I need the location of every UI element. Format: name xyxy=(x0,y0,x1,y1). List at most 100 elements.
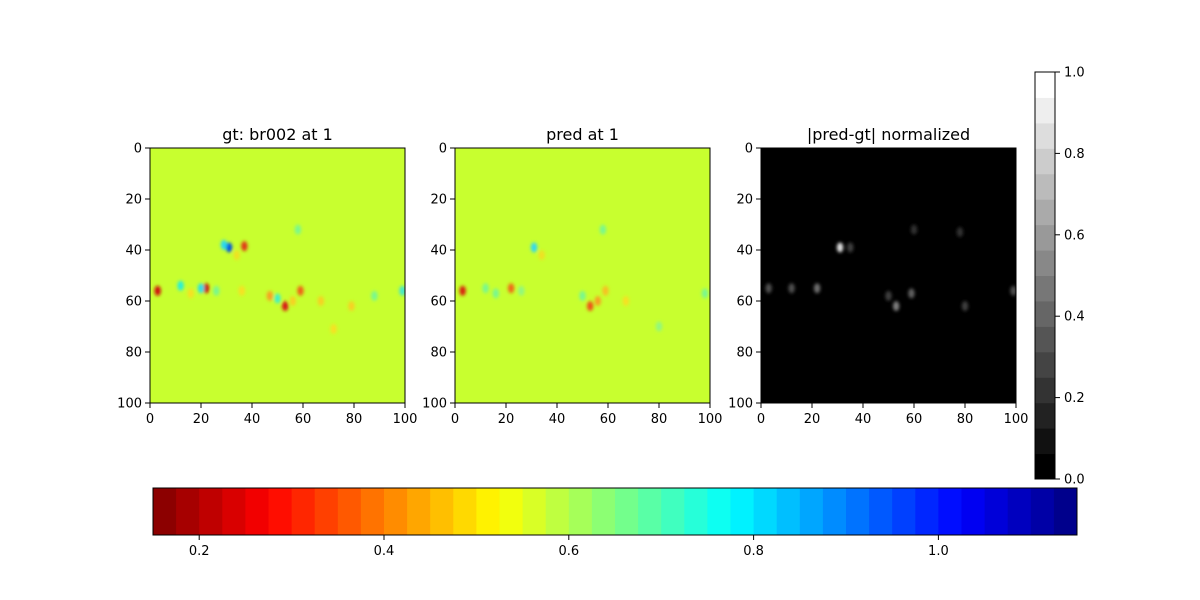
colorbar-level xyxy=(199,488,223,535)
colorbar-tick-label: 0.6 xyxy=(1064,228,1085,243)
axes-frame xyxy=(149,147,406,404)
colorbar-level xyxy=(1035,72,1055,98)
heatmap-panel-pred: pred at 1 0 20 40 60 80 100 0 20 40 60 80 100 xyxy=(422,125,722,427)
axes-frame xyxy=(760,147,1017,404)
heatmap-blob xyxy=(599,224,607,235)
x-tick-label: 100 xyxy=(698,412,723,427)
axes-frame xyxy=(454,147,711,404)
colorbar-tick-label: 0.4 xyxy=(374,544,395,559)
heatmap-blob xyxy=(241,241,248,252)
colorbar-level xyxy=(684,488,708,535)
y-tick-label: 60 xyxy=(736,295,753,310)
x-tick-label: 20 xyxy=(498,412,515,427)
colorbar-level xyxy=(314,488,339,535)
y-tick-label: 100 xyxy=(117,397,142,412)
colorbar-level xyxy=(1053,488,1078,535)
y-tick-label: 80 xyxy=(125,346,142,361)
colorbar-tick-label: 0.8 xyxy=(1064,147,1085,162)
colorbar-level xyxy=(1035,97,1055,124)
colorbar-level xyxy=(1035,300,1055,327)
colorbar-level xyxy=(176,488,200,535)
colorbar-tick-label: 0.6 xyxy=(558,544,579,559)
colorbar-level xyxy=(938,488,962,535)
colorbar-level xyxy=(984,488,1009,535)
heatmap-background xyxy=(761,148,1016,403)
heatmap-blob xyxy=(538,250,545,261)
heatmap-blob xyxy=(317,296,325,306)
y-tick-label: 0 xyxy=(745,142,753,157)
heatmap-blob xyxy=(187,288,194,299)
colorbar-level xyxy=(476,488,500,535)
colorbar-level xyxy=(568,488,593,535)
heatmap-blob xyxy=(213,285,220,296)
heatmap-blob xyxy=(518,285,525,296)
heatmap-blob xyxy=(765,283,772,294)
y-tick-label: 80 xyxy=(430,346,447,361)
colorbar-level xyxy=(384,488,408,535)
colorbar-tick-label: 0.2 xyxy=(1064,391,1085,406)
heatmap-blob xyxy=(289,296,296,306)
heatmap-blob xyxy=(238,285,245,296)
colorbar-level xyxy=(1035,377,1055,404)
heatmap-blob xyxy=(594,296,601,306)
colorbar-level xyxy=(799,488,824,535)
colorbar-level xyxy=(1035,428,1055,455)
y-tick-label: 40 xyxy=(736,244,753,259)
y-tick-label: 60 xyxy=(430,295,447,310)
heatmap-blob xyxy=(847,242,854,253)
x-tick-label: 100 xyxy=(1004,412,1029,427)
colorbar-level xyxy=(499,488,524,535)
heatmap-blob xyxy=(655,321,663,332)
y-tick-label: 100 xyxy=(728,397,753,412)
heatmap-blob xyxy=(956,227,964,238)
colorbar-level xyxy=(1035,326,1055,353)
heatmap-blob xyxy=(482,283,489,294)
colorbar-level xyxy=(1035,122,1055,149)
heatmap-blob xyxy=(586,301,594,312)
colorbar-tick-label: 0.2 xyxy=(189,544,210,559)
y-tick-label: 40 xyxy=(430,244,447,259)
heatmap-blob xyxy=(266,290,274,301)
heatmap-blobs xyxy=(154,224,405,335)
heatmap-blob xyxy=(459,285,466,296)
y-tick-label: 0 xyxy=(439,142,447,157)
heatmap-blob xyxy=(530,242,538,253)
x-tick-label: 60 xyxy=(295,412,312,427)
colorbar-level xyxy=(591,488,616,535)
heatmap-blob xyxy=(813,283,821,294)
heatmap-blob xyxy=(274,293,281,304)
colorbar-level xyxy=(545,488,570,535)
heatmap-blob xyxy=(701,288,709,299)
heatmap-blob xyxy=(297,285,304,296)
y-tick-label: 20 xyxy=(736,193,753,208)
colorbar-level xyxy=(753,488,778,535)
heatmap-blob xyxy=(220,239,228,250)
colorbar-level xyxy=(1035,199,1055,226)
y-tick-label: 20 xyxy=(125,193,142,208)
heatmap-blob xyxy=(492,288,499,299)
colorbar-level xyxy=(1035,275,1055,302)
x-tick-label: 20 xyxy=(193,412,210,427)
x-tick-label: 0 xyxy=(757,412,765,427)
axis-ticks: 0 20 40 60 80 100 0 20 40 60 80 100 xyxy=(728,142,1028,428)
heatmap-blob xyxy=(622,296,630,306)
colorbar-level xyxy=(661,488,685,535)
y-tick-label: 60 xyxy=(125,295,142,310)
x-tick-label: 0 xyxy=(146,412,154,427)
colorbar-level xyxy=(268,488,293,535)
colorbar-level xyxy=(822,488,847,535)
colorbar-level xyxy=(869,488,893,535)
colorbar-level xyxy=(892,488,916,535)
colorbar-level xyxy=(1035,351,1055,378)
axis-ticks: 0 20 40 60 80 100 0 20 40 60 80 100 xyxy=(422,142,722,428)
heatmap-blob xyxy=(197,283,205,294)
colorbar-level xyxy=(776,488,801,535)
colorbar-level xyxy=(638,488,662,535)
colorbar-level xyxy=(522,488,547,535)
heatmap-background xyxy=(150,148,405,403)
colorbar-frame xyxy=(1034,71,1056,480)
heatmap-blob xyxy=(371,290,378,301)
axis-ticks: 0 20 40 60 80 100 0 20 40 60 80 100 xyxy=(117,142,417,428)
x-tick-label: 40 xyxy=(244,412,261,427)
x-tick-label: 0 xyxy=(451,412,459,427)
